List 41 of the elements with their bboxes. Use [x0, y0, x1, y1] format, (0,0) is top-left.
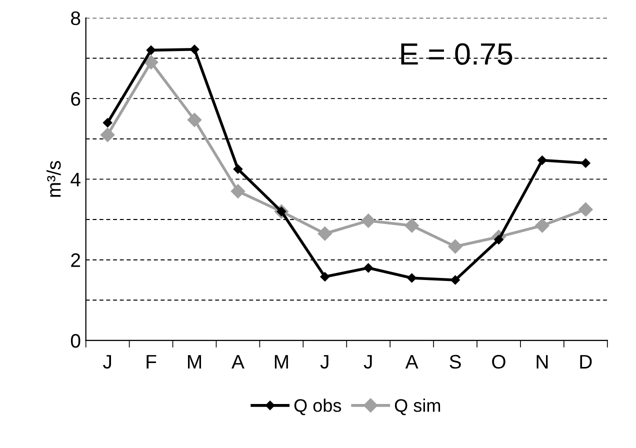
y-tick-label: 4 — [70, 172, 80, 186]
x-tick-label: M — [274, 355, 288, 368]
legend-label: Q obs — [294, 398, 342, 416]
point — [535, 218, 550, 233]
point — [144, 55, 158, 70]
point — [448, 239, 462, 254]
point — [100, 128, 115, 142]
x-tick-label: N — [536, 355, 548, 368]
point — [361, 214, 376, 228]
x-tick-label: M — [188, 355, 202, 368]
x-tick-label: O — [492, 354, 506, 369]
point — [187, 112, 202, 128]
y-tick-label: 2 — [71, 253, 80, 267]
point — [494, 235, 504, 244]
point — [538, 156, 547, 165]
y-axis-title: m³/s — [46, 161, 61, 197]
point — [364, 263, 373, 273]
x-tick-label: J — [364, 355, 372, 369]
y-tick-label: 6 — [71, 92, 80, 106]
point — [190, 44, 200, 54]
x-tick-label: J — [320, 355, 328, 369]
point — [320, 272, 330, 282]
point — [450, 275, 460, 285]
point — [404, 218, 419, 233]
x-tick-label: S — [450, 354, 461, 369]
y-tick-label: 0 — [70, 334, 80, 348]
point — [146, 46, 156, 55]
x-tick-label: A — [405, 355, 418, 368]
point — [102, 118, 112, 128]
x-tick-label: D — [580, 355, 592, 368]
point — [233, 164, 243, 174]
y-tick-label: 8 — [71, 11, 80, 26]
point — [318, 226, 332, 241]
point — [578, 202, 593, 217]
x-tick-label: A — [232, 355, 244, 368]
legend-label: Q sim — [394, 398, 440, 416]
point — [407, 273, 416, 283]
x-tick-label: J — [103, 355, 112, 369]
x-tick-label: F — [146, 355, 156, 368]
point — [230, 184, 246, 198]
point — [581, 158, 590, 168]
